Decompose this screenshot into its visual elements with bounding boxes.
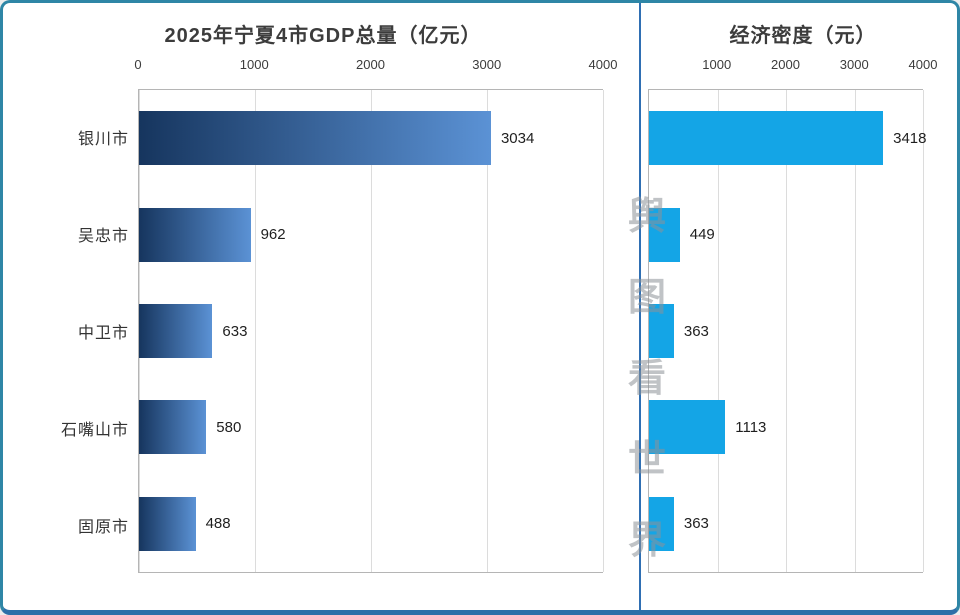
right-chart-plot: 3418 449 363 1113 363 bbox=[648, 89, 927, 573]
category-label: 吴忠市 bbox=[77, 228, 129, 246]
panel-divider bbox=[639, 3, 641, 610]
gridline bbox=[854, 90, 856, 572]
category-label: 固原市 bbox=[77, 518, 129, 536]
bar bbox=[139, 496, 196, 551]
bar-value-label: 488 bbox=[205, 515, 231, 533]
bar-row: 363 bbox=[649, 476, 923, 572]
x-tick-label: 3000 bbox=[472, 57, 502, 72]
bar-value-label: 363 bbox=[683, 322, 709, 340]
gridline bbox=[255, 90, 256, 572]
bar-row: 633 bbox=[139, 283, 603, 379]
x-tick-label: 1000 bbox=[702, 57, 732, 72]
bar-value-label: 1113 bbox=[735, 418, 767, 436]
bar-row: 3034 bbox=[139, 90, 603, 186]
bar-value-label: 449 bbox=[689, 226, 715, 244]
bar-value-label: 633 bbox=[222, 322, 248, 340]
category-label: 中卫市 bbox=[77, 324, 129, 342]
bar-row: 962 bbox=[139, 186, 603, 282]
bar bbox=[139, 207, 251, 262]
x-tick-label: 3000 bbox=[839, 57, 869, 72]
bar bbox=[139, 400, 207, 455]
bar-value-label: 3034 bbox=[500, 129, 535, 147]
category-label: 石嘴山市 bbox=[60, 421, 129, 439]
bar-row: 580 bbox=[139, 379, 603, 475]
bar bbox=[649, 207, 680, 262]
bar-row: 488 bbox=[139, 476, 603, 572]
gridline bbox=[923, 90, 924, 572]
left-x-axis-ticks: 0 1000 2000 3000 4000 bbox=[134, 57, 617, 77]
bar-row: 1113 bbox=[649, 379, 923, 475]
bar-value-label: 580 bbox=[216, 418, 242, 436]
bar bbox=[649, 400, 726, 455]
gridline bbox=[487, 90, 488, 572]
bar-row: 363 bbox=[649, 283, 923, 379]
category-label: 银川市 bbox=[77, 131, 129, 149]
bar bbox=[139, 304, 213, 359]
bar bbox=[649, 111, 884, 166]
right-chart-title: 经济密度（元） bbox=[729, 25, 877, 47]
x-tick-label: 4000 bbox=[588, 57, 618, 72]
bar bbox=[139, 111, 491, 166]
x-tick-label: 1000 bbox=[239, 57, 269, 72]
category-label-column: 银川市吴忠市中卫市石嘴山市固原市 bbox=[13, 89, 129, 573]
x-tick-label: 4000 bbox=[908, 57, 938, 72]
x-tick-label: 2000 bbox=[356, 57, 385, 72]
gridline bbox=[603, 90, 604, 572]
bar-value-label: 3418 bbox=[893, 129, 927, 147]
bar-row: 449 bbox=[649, 186, 923, 282]
gridline bbox=[371, 90, 372, 572]
bar-value-label: 962 bbox=[260, 226, 286, 244]
bar bbox=[649, 496, 674, 551]
right-x-axis-ticks: 1000 2000 3000 4000 bbox=[648, 57, 937, 77]
left-chart-title: 2025年宁夏4市GDP总量（亿元） bbox=[164, 25, 482, 47]
gridline bbox=[717, 90, 719, 572]
bar-row: 3418 bbox=[649, 90, 927, 186]
x-tick-label: 0 bbox=[134, 57, 142, 72]
left-chart-plot: 3034 962 633 580 488 bbox=[138, 89, 604, 573]
bar bbox=[649, 304, 674, 359]
bar-value-label: 363 bbox=[683, 515, 709, 533]
gridline bbox=[786, 90, 787, 572]
x-tick-label: 2000 bbox=[771, 57, 800, 72]
